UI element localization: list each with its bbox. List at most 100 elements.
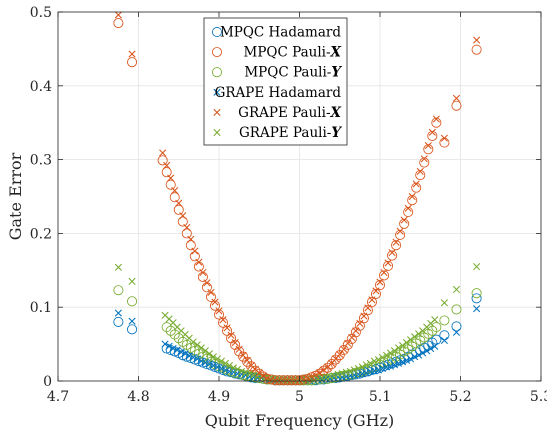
data-point <box>364 304 372 312</box>
data-point <box>471 288 482 299</box>
data-point <box>411 333 419 341</box>
data-point <box>165 342 173 350</box>
data-point <box>173 346 181 354</box>
data-point <box>354 364 362 373</box>
data-point <box>398 358 407 366</box>
data-point <box>316 369 324 377</box>
data-point <box>407 336 415 344</box>
data-point <box>237 367 246 375</box>
legend-label-text: MPQC Pauli- <box>244 65 331 81</box>
data-point <box>471 293 482 304</box>
data-point <box>408 192 416 201</box>
legend-entry: GRAPE Hadamard <box>213 85 342 101</box>
data-point <box>380 268 388 277</box>
data-point <box>451 304 462 315</box>
data-point <box>399 218 410 229</box>
data-point <box>352 327 360 335</box>
legend-label-text: GRAPE Hadamard <box>215 85 342 101</box>
data-point <box>390 361 399 369</box>
data-point <box>431 316 439 324</box>
legend-label: MPQC Pauli-Y <box>244 65 342 81</box>
data-point <box>185 352 193 360</box>
data-point <box>362 369 370 377</box>
data-point <box>407 355 415 363</box>
data-point <box>358 363 366 371</box>
data-point <box>238 351 249 362</box>
data-point <box>127 57 138 68</box>
data-point <box>391 240 402 251</box>
data-point <box>412 180 420 188</box>
data-point <box>127 324 138 335</box>
data-point <box>189 338 197 346</box>
tick-labels: 4.7 4.8 4.9 5 5.1 5.2 5.3 0 0.1 0.2 0.3 0.4 0.5 <box>30 5 547 405</box>
data-point <box>362 361 370 369</box>
legend-marker <box>213 88 221 96</box>
data-point <box>376 278 384 286</box>
data-point <box>263 374 271 382</box>
data-point <box>199 268 207 277</box>
data-point <box>205 350 213 358</box>
x-tick-label: 4.9 <box>208 389 230 405</box>
data-point <box>378 364 386 373</box>
data-point <box>113 18 124 29</box>
data-point <box>390 347 399 355</box>
data-point <box>114 309 122 317</box>
data-point <box>360 312 368 320</box>
data-point <box>250 371 258 379</box>
legend-marker <box>211 26 223 38</box>
data-point <box>387 250 398 261</box>
data-point <box>201 358 209 367</box>
y-tick-label: 0.4 <box>30 79 52 95</box>
x-axis-label: Qubit Frequency (GHz) <box>205 411 395 430</box>
data-point <box>424 142 432 150</box>
data-point <box>213 355 221 363</box>
data-point <box>169 192 180 203</box>
data-point <box>336 350 344 359</box>
data-point <box>358 313 369 324</box>
data-point <box>233 365 242 373</box>
legend-entry: MPQC Hadamard <box>211 25 341 41</box>
data-point <box>161 340 169 348</box>
data-point <box>378 353 386 361</box>
data-point <box>388 249 396 257</box>
data-point <box>356 319 364 328</box>
data-point <box>193 341 201 349</box>
data-point <box>217 317 229 328</box>
data-point <box>432 115 440 123</box>
data-point <box>128 317 136 325</box>
data-point <box>370 288 381 299</box>
data-point <box>374 280 386 291</box>
data-point <box>185 240 196 251</box>
data-point <box>165 325 176 336</box>
data-point <box>209 361 217 370</box>
data-point <box>183 223 191 232</box>
data-point <box>308 373 316 381</box>
data-point <box>428 128 436 136</box>
data-point <box>330 372 338 380</box>
y-axis-label: Gate Error <box>6 152 25 240</box>
x-tick-label: 4.7 <box>47 389 69 405</box>
data-point <box>440 336 448 344</box>
data-point <box>221 359 230 367</box>
data-point <box>366 359 374 367</box>
legend-marker <box>213 108 221 116</box>
data-point <box>234 346 245 357</box>
data-point <box>451 100 462 111</box>
data-point <box>374 366 382 374</box>
data-point <box>177 348 185 356</box>
legend-entry: MPQC Pauli-X <box>211 45 342 61</box>
data-point <box>171 187 179 195</box>
data-point <box>340 345 348 353</box>
y-tick-label: 0 <box>43 374 52 390</box>
data-point <box>169 344 177 353</box>
data-point <box>217 357 225 365</box>
data-point <box>394 359 403 367</box>
data-point <box>205 360 213 368</box>
legend-entry: GRAPE Pauli-X <box>213 105 342 121</box>
data-point <box>350 366 358 374</box>
legend-label: GRAPE Pauli-X <box>238 105 341 121</box>
legend-entry: GRAPE Pauli-Y <box>213 125 342 141</box>
data-point <box>411 353 419 361</box>
data-point <box>404 204 412 212</box>
